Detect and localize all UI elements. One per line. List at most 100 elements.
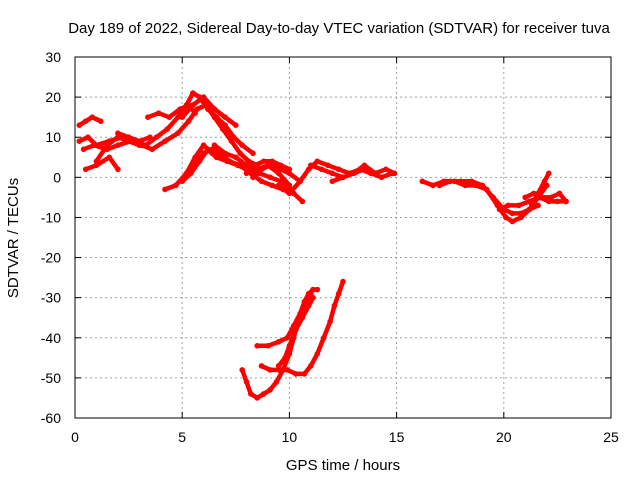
data-point <box>479 182 486 189</box>
data-point <box>194 158 200 165</box>
data-point <box>200 142 207 148</box>
data-point <box>106 154 113 161</box>
data-point <box>149 146 155 153</box>
data-point <box>179 178 185 185</box>
data-point <box>462 182 469 189</box>
data-point <box>267 367 273 373</box>
data-point <box>222 114 228 120</box>
data-point <box>179 114 185 120</box>
data-point <box>243 162 250 169</box>
data-point <box>305 290 312 297</box>
series-line-arc-v <box>529 171 552 208</box>
data-point <box>175 130 181 136</box>
data-point <box>293 371 299 377</box>
data-point <box>269 182 276 189</box>
y-tick-label: 30 <box>45 49 61 65</box>
series-line-arc-c <box>77 114 103 128</box>
data-point <box>248 391 254 397</box>
series-line-arc-f <box>115 130 153 144</box>
data-point <box>522 194 528 201</box>
data-point <box>301 371 308 377</box>
y-tick-label: 20 <box>45 89 61 105</box>
data-point <box>305 302 312 309</box>
data-point <box>188 166 194 173</box>
data-point <box>286 343 293 349</box>
data-point <box>383 166 389 173</box>
data-point <box>335 290 342 297</box>
data-point <box>166 114 173 120</box>
data-point <box>89 114 95 120</box>
data-point <box>267 174 273 181</box>
data-point <box>200 150 207 157</box>
data-point <box>136 138 143 144</box>
data-point <box>115 142 121 148</box>
data-point <box>301 298 308 305</box>
data-point <box>275 182 282 189</box>
data-point <box>308 363 314 369</box>
data-point <box>284 335 291 341</box>
y-tick-label: -10 <box>41 209 61 225</box>
data-point <box>164 126 170 132</box>
data-point <box>340 174 346 181</box>
data-point <box>447 178 454 185</box>
data-point <box>76 122 83 128</box>
data-point <box>233 122 239 128</box>
data-point <box>250 150 256 157</box>
data-point <box>516 202 522 209</box>
data-point <box>175 114 181 120</box>
data-point <box>548 194 554 201</box>
data-point <box>310 286 316 293</box>
y-axis-label: SDTVAR / TECUs <box>5 178 22 298</box>
x-axis-label: GPS time / hours <box>286 457 400 474</box>
plot-frame <box>74 56 612 419</box>
series-layer <box>76 90 569 401</box>
series-line-arc-y <box>259 279 346 377</box>
y-tick-label: -50 <box>41 370 61 386</box>
data-point <box>496 206 503 213</box>
data-point <box>233 154 239 161</box>
x-tick-label: 0 <box>71 429 79 445</box>
data-point <box>509 218 516 225</box>
data-point <box>518 210 524 217</box>
data-point <box>299 198 306 205</box>
x-tick-label: 10 <box>282 429 298 445</box>
data-point <box>97 118 104 124</box>
data-point <box>237 150 243 157</box>
data-point <box>320 335 327 341</box>
data-point <box>535 190 541 197</box>
y-tick-label: -40 <box>41 330 61 346</box>
data-point <box>509 210 516 217</box>
data-point <box>136 142 143 148</box>
y-tick-label: -20 <box>41 250 61 266</box>
data-point <box>556 190 563 197</box>
data-point <box>190 102 196 108</box>
data-point <box>220 126 226 132</box>
data-point <box>162 186 168 193</box>
data-point <box>145 114 151 120</box>
x-tick-label: 5 <box>178 429 186 445</box>
data-point <box>286 170 293 177</box>
data-point <box>430 182 436 189</box>
data-point <box>82 118 89 124</box>
data-point <box>115 130 121 136</box>
data-point <box>211 114 218 120</box>
data-point <box>335 166 342 173</box>
data-point <box>308 162 314 169</box>
x-tick-label: 20 <box>496 429 512 445</box>
data-point <box>284 367 291 373</box>
data-point <box>85 134 91 140</box>
data-point <box>209 146 215 153</box>
data-point <box>503 214 509 221</box>
chart-title: Day 189 of 2022, Sidereal Day-to-day VTE… <box>68 20 610 37</box>
data-point <box>239 367 245 373</box>
data-point <box>391 170 398 177</box>
data-point <box>275 367 282 373</box>
data-point <box>299 314 306 321</box>
data-point <box>235 162 241 169</box>
data-point <box>436 182 443 189</box>
data-point <box>200 94 207 100</box>
data-point <box>104 142 110 148</box>
data-point <box>340 278 346 285</box>
data-point <box>265 343 271 349</box>
data-point <box>293 327 299 333</box>
